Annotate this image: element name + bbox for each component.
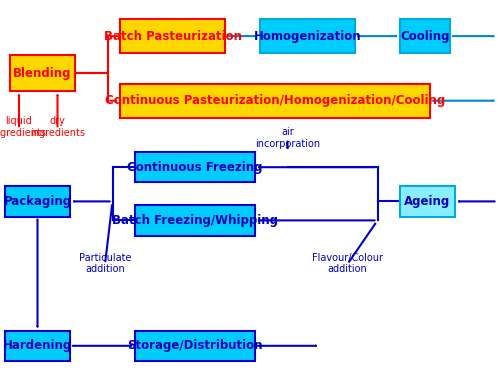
FancyBboxPatch shape	[5, 186, 70, 217]
FancyBboxPatch shape	[135, 152, 255, 182]
FancyBboxPatch shape	[120, 19, 225, 53]
FancyBboxPatch shape	[400, 19, 450, 53]
Text: Flavour/Colour
addition: Flavour/Colour addition	[312, 253, 383, 274]
Text: Particulate
addition: Particulate addition	[79, 253, 131, 274]
Text: Continuous Pasteurization/Homogenization/Cooling: Continuous Pasteurization/Homogenization…	[105, 94, 445, 107]
Text: Packaging: Packaging	[4, 195, 71, 208]
FancyBboxPatch shape	[260, 19, 355, 53]
FancyBboxPatch shape	[10, 55, 75, 91]
Text: Batch Freezing/Whipping: Batch Freezing/Whipping	[112, 214, 278, 227]
FancyBboxPatch shape	[400, 186, 455, 217]
FancyBboxPatch shape	[135, 205, 255, 236]
Text: liquid
ingredients: liquid ingredients	[0, 116, 46, 138]
Text: Ageing: Ageing	[404, 195, 450, 208]
Text: Blending: Blending	[13, 66, 72, 80]
Text: Cooling: Cooling	[400, 30, 450, 43]
FancyBboxPatch shape	[120, 84, 430, 118]
Text: Batch Pasteurization: Batch Pasteurization	[104, 30, 242, 43]
FancyBboxPatch shape	[5, 331, 70, 361]
Text: dry
ingredients: dry ingredients	[30, 116, 85, 138]
FancyBboxPatch shape	[135, 331, 255, 361]
Text: air
incorporation: air incorporation	[255, 127, 320, 149]
Text: Hardening: Hardening	[3, 339, 72, 352]
Text: Storage/Distribution: Storage/Distribution	[127, 339, 263, 352]
Text: Homogenization: Homogenization	[254, 30, 362, 43]
Text: Continuous Freezing: Continuous Freezing	[127, 161, 263, 174]
